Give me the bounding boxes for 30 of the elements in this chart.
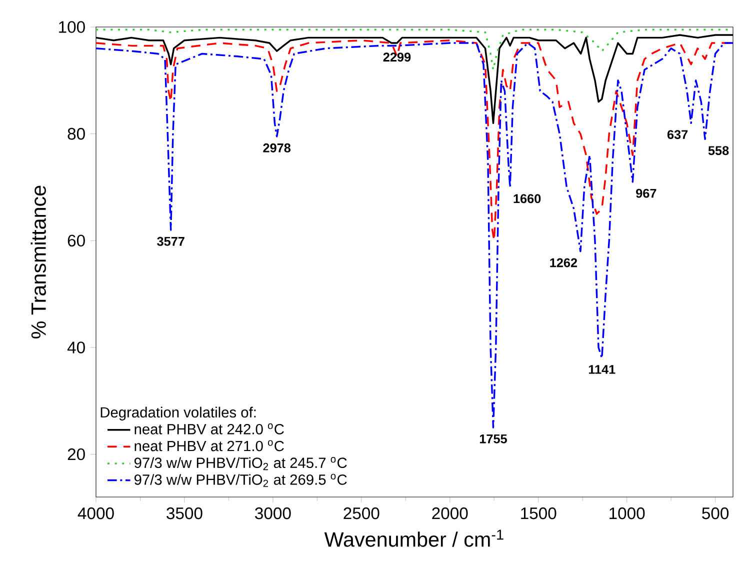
- y-tick-label: 40: [67, 342, 85, 354]
- x-tick-label: 500: [702, 507, 729, 520]
- y-tick-label: 20: [68, 448, 85, 460]
- annotation: 3577: [157, 236, 184, 246]
- x-tick-label: 2500: [344, 507, 380, 520]
- legend-label: 97/3 w/w PHBV/TiO$_{2}$ at 269.5 $^{o}$C: [134, 474, 347, 487]
- x-tick-label: 1500: [521, 507, 556, 520]
- x-tick-label: 2000: [432, 507, 468, 520]
- y-axis-title: % Transmittance: [30, 186, 46, 338]
- legend-title: Degradation volatiles of:: [100, 406, 256, 420]
- annotation: 1141: [588, 365, 616, 374]
- y-tick-label: 100: [59, 21, 85, 33]
- x-tick-label: 3000: [255, 507, 291, 520]
- x-tick-label: 1000: [610, 507, 645, 520]
- annotation: 558: [708, 146, 729, 156]
- y-tick-label: 80: [68, 128, 85, 140]
- annotation: 1660: [514, 194, 541, 204]
- annotation: 1262: [550, 258, 578, 268]
- legend-label: neat PHBV at 271.0 $^{o}$C: [134, 440, 284, 452]
- annotation: 967: [636, 188, 656, 198]
- x-tick-label: 3500: [166, 507, 202, 520]
- y-tick-label: 60: [68, 234, 85, 247]
- legend-label: 97/3 w/w PHBV/TiO$_{2}$ at 245.7 $^{o}$C: [134, 457, 347, 470]
- annotation: 2978: [263, 143, 291, 152]
- annotation: 2299: [383, 52, 411, 62]
- x-axis-title: Wavenumber / cm$^{-1}$: [324, 530, 504, 547]
- annotation: 1755: [480, 434, 507, 444]
- x-tick-label: 4000: [78, 507, 114, 520]
- legend-label: neat PHBV at 242.0 $^{o}$C: [134, 423, 284, 434]
- annotation: 637: [667, 130, 688, 140]
